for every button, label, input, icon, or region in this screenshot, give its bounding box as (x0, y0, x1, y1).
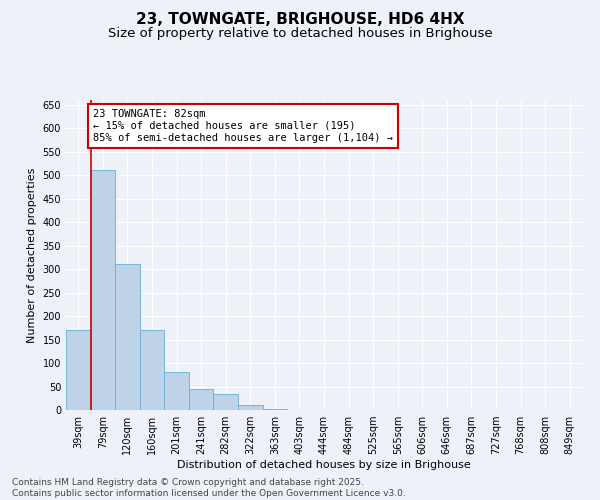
Bar (214, 394, 238, 410)
Text: Size of property relative to detached houses in Brighouse: Size of property relative to detached ho… (107, 28, 493, 40)
Bar (66, 330, 91, 410)
Bar (115, 264, 140, 410)
Y-axis label: Number of detached properties: Number of detached properties (27, 168, 37, 342)
Bar (238, 406, 263, 410)
Bar (263, 408, 287, 410)
Bar (189, 389, 214, 410)
X-axis label: Distribution of detached houses by size in Brighouse: Distribution of detached houses by size … (177, 460, 471, 470)
Text: Contains HM Land Registry data © Crown copyright and database right 2025.
Contai: Contains HM Land Registry data © Crown c… (12, 478, 406, 498)
Text: 23 TOWNGATE: 82sqm
← 15% of detached houses are smaller (195)
85% of semi-detach: 23 TOWNGATE: 82sqm ← 15% of detached hou… (93, 110, 393, 142)
Bar (91, 170, 115, 410)
Bar (164, 372, 189, 410)
Bar (140, 330, 164, 410)
Text: 23, TOWNGATE, BRIGHOUSE, HD6 4HX: 23, TOWNGATE, BRIGHOUSE, HD6 4HX (136, 12, 464, 28)
